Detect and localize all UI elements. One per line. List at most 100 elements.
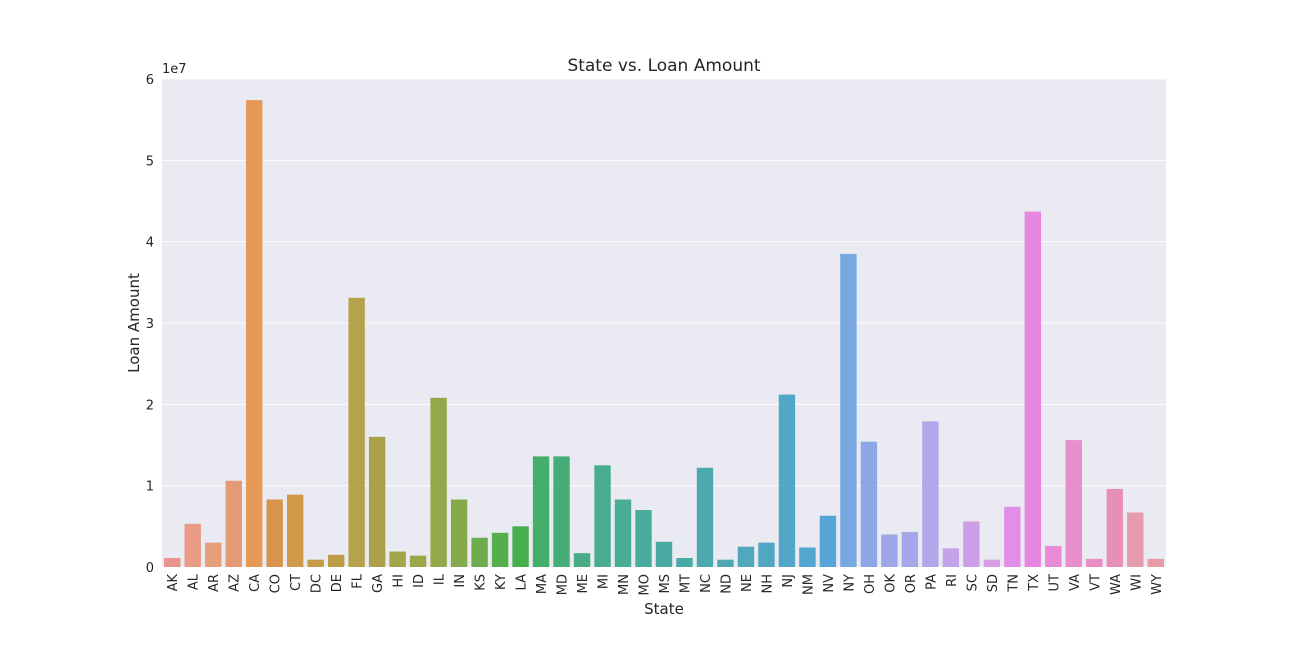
bar-dc <box>307 559 324 567</box>
bar-ny <box>840 253 857 567</box>
bar-sd <box>983 559 1001 567</box>
x-tick-label: ME <box>576 574 591 593</box>
bar-ma <box>532 456 550 567</box>
x-tick-label: MA <box>535 574 550 594</box>
x-tick-label: OK <box>883 574 898 593</box>
x-tick-label: UT <box>1047 574 1062 592</box>
x-tick-label: PA <box>924 574 939 590</box>
bar-al <box>184 523 201 567</box>
x-tick-label: CA <box>248 574 263 592</box>
x-tick-label: ID <box>412 574 427 588</box>
bar-nc <box>696 467 714 567</box>
x-tick-label: OH <box>863 574 878 594</box>
bar-tx <box>1024 211 1042 567</box>
y-tick-label: 0 <box>146 561 154 576</box>
bar-id <box>409 555 427 567</box>
y-axis-offset-label: 1e7 <box>162 62 187 77</box>
bar-fl <box>348 297 365 567</box>
bar-ky <box>491 532 509 567</box>
bar-la <box>512 526 529 567</box>
bar-nd <box>717 559 734 567</box>
x-tick-label: NJ <box>781 574 796 588</box>
bar-il <box>430 397 447 567</box>
bar-co <box>266 499 283 567</box>
x-tick-label: AK <box>166 574 181 592</box>
x-tick-label: IN <box>453 574 468 588</box>
bar-nh <box>758 542 775 567</box>
bar-wy <box>1147 558 1164 567</box>
chart-title: State vs. Loan Amount <box>567 56 760 76</box>
x-tick-label: MO <box>638 574 653 595</box>
x-tick-label: IL <box>433 573 448 585</box>
x-tick-label: CT <box>289 574 304 591</box>
bar-sc <box>963 521 980 567</box>
bar-ms <box>655 541 673 567</box>
x-tick-label: GA <box>371 574 386 593</box>
x-tick-label: OR <box>904 574 919 593</box>
x-tick-label: HI <box>392 574 407 588</box>
bar-ks <box>471 537 488 567</box>
x-tick-label: MI <box>597 574 612 589</box>
y-tick-labels: 0 1 2 3 4 5 6 <box>146 73 154 576</box>
bar-ut <box>1045 545 1062 567</box>
y-tick-label: 2 <box>146 398 154 413</box>
bar-mi <box>594 465 611 567</box>
bar-nj <box>778 394 796 567</box>
y-axis-label: Loan Amount <box>125 273 143 373</box>
x-tick-label: NH <box>760 574 775 594</box>
x-tick-label: ND <box>719 574 734 594</box>
bar-mt <box>676 558 693 567</box>
x-tick-label: NY <box>842 574 857 592</box>
y-tick-label: 5 <box>146 154 154 169</box>
bar-md <box>553 456 570 567</box>
bar-tn <box>1004 506 1021 567</box>
x-tick-label: WY <box>1150 574 1165 595</box>
x-tick-label: NE <box>740 574 755 592</box>
x-tick-label: DC <box>310 574 325 593</box>
bar-wi <box>1127 512 1144 567</box>
x-tick-labels: AK AL AR AZ CA CO CT DC DE FL GA HI ID IL IN KS KY LA MA MD… <box>166 573 1165 595</box>
x-tick-label: NC <box>699 574 714 593</box>
bar-ne <box>737 546 755 567</box>
x-tick-label: AL <box>187 573 202 590</box>
y-tick-label: 6 <box>146 73 154 88</box>
bar-de <box>327 554 345 567</box>
bar-oh <box>860 441 878 567</box>
x-tick-label: TX <box>1027 574 1042 592</box>
x-tick-label: MT <box>678 574 693 593</box>
x-tick-label: KY <box>494 574 509 590</box>
bar-az <box>225 480 242 567</box>
x-tick-label: SC <box>965 574 980 591</box>
x-tick-label: KS <box>474 574 489 591</box>
x-tick-label: VT <box>1088 574 1103 591</box>
x-tick-label: NV <box>822 574 837 593</box>
x-tick-label: FL <box>351 573 366 588</box>
bar-or <box>901 532 919 567</box>
bar-ct <box>286 494 304 567</box>
bar-va <box>1065 440 1082 567</box>
x-tick-label: MS <box>658 574 673 593</box>
bars <box>164 100 1164 567</box>
x-tick-label: VA <box>1068 574 1083 591</box>
x-tick-label: NM <box>801 574 816 595</box>
x-tick-label: MD <box>556 574 571 595</box>
bar-ri <box>942 548 960 567</box>
bar-ok <box>881 534 898 567</box>
bar-wa <box>1106 488 1123 567</box>
x-tick-label: TN <box>1006 574 1021 593</box>
x-tick-label: RI <box>945 574 960 587</box>
x-tick-label: AZ <box>228 574 243 592</box>
x-tick-label: WA <box>1109 574 1124 595</box>
x-tick-label: LA <box>515 574 530 591</box>
bar-vt <box>1086 558 1103 567</box>
x-tick-label: CO <box>269 574 284 593</box>
x-tick-label: WI <box>1129 574 1144 591</box>
y-tick-label: 1 <box>146 480 154 495</box>
x-tick-label: SD <box>986 574 1001 592</box>
bar-ca <box>246 100 263 567</box>
y-tick-label: 3 <box>146 317 154 332</box>
x-tick-label: AR <box>207 574 222 592</box>
bar-nm <box>799 547 816 567</box>
bar-mn <box>614 499 632 567</box>
